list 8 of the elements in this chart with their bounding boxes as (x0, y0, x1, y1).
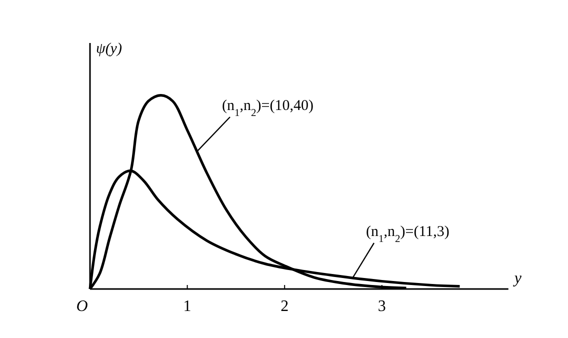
x-tick-label: 1 (183, 298, 192, 315)
x-axis-title: y (512, 270, 522, 287)
x-tick-label: O (76, 298, 88, 315)
x-tick-label: 2 (280, 298, 289, 315)
y-axis-title: ψ(y) (96, 41, 122, 57)
text: (n$_{1}$,n$_{2}$)=(11,3) (366, 224, 450, 244)
x-tick-label: 3 (378, 298, 386, 315)
text: (n$_{1}$,n$_{2}$)=(10,40) (222, 98, 314, 118)
